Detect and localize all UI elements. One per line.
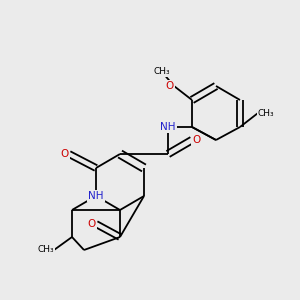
Text: O: O (61, 149, 69, 159)
Text: O: O (88, 219, 96, 229)
Text: O: O (166, 81, 174, 91)
Text: CH₃: CH₃ (38, 245, 54, 254)
Text: NH: NH (160, 122, 176, 132)
Text: O: O (192, 135, 200, 145)
Text: NH: NH (88, 191, 104, 201)
Text: CH₃: CH₃ (154, 68, 170, 76)
Text: CH₃: CH₃ (258, 109, 274, 118)
